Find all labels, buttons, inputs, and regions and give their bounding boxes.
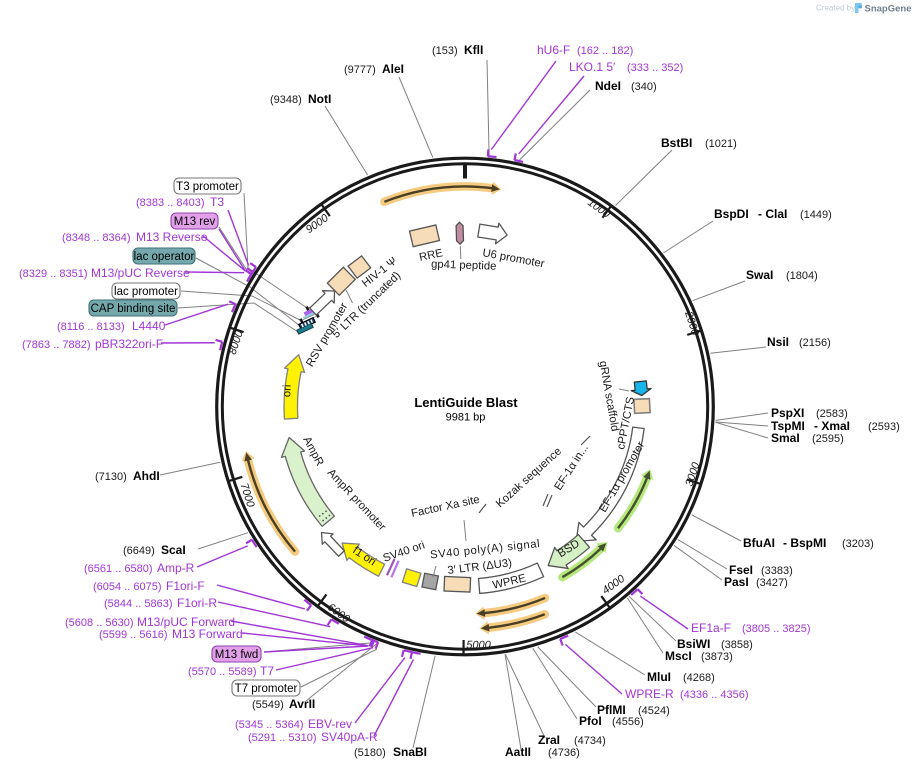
svg-text:(1804): (1804) bbox=[786, 270, 818, 282]
svg-text:(4734): (4734) bbox=[574, 735, 606, 747]
svg-text:L4440: L4440 bbox=[132, 319, 166, 333]
svg-text:M13 Forward: M13 Forward bbox=[172, 627, 243, 641]
svg-text:9981 bp: 9981 bp bbox=[446, 412, 486, 424]
svg-text:- BspMI: - BspMI bbox=[783, 536, 826, 550]
svg-text:(8329 .. 8351): (8329 .. 8351) bbox=[19, 268, 88, 280]
svg-text:(1449): (1449) bbox=[800, 209, 832, 221]
svg-text:AatII: AatII bbox=[505, 745, 531, 759]
svg-text:(1021): (1021) bbox=[705, 138, 737, 150]
svg-text:(5608 .. 5630): (5608 .. 5630) bbox=[65, 617, 134, 629]
svg-text:M13 Reverse: M13 Reverse bbox=[136, 230, 208, 244]
svg-text:AleI: AleI bbox=[382, 62, 404, 76]
svg-text:(5844 .. 5863): (5844 .. 5863) bbox=[104, 598, 173, 610]
svg-text:(2593): (2593) bbox=[868, 421, 900, 433]
svg-text:(3873): (3873) bbox=[701, 651, 733, 663]
svg-text:(9777): (9777) bbox=[344, 64, 376, 76]
svg-text:SnapGene: SnapGene bbox=[865, 4, 912, 15]
svg-text:F1ori-F: F1ori-F bbox=[166, 579, 205, 593]
svg-text:5000: 5000 bbox=[466, 639, 491, 651]
svg-text:BstBI: BstBI bbox=[661, 136, 692, 150]
svg-text:(8383 .. 8403): (8383 .. 8403) bbox=[136, 197, 205, 209]
svg-text:MluI: MluI bbox=[647, 670, 671, 684]
svg-text:(6561 .. 6580): (6561 .. 6580) bbox=[84, 563, 153, 575]
svg-text:NotI: NotI bbox=[308, 92, 331, 106]
svg-text:pBR322ori-F: pBR322ori-F bbox=[95, 337, 163, 351]
svg-text:M13/pUC Forward: M13/pUC Forward bbox=[137, 615, 235, 629]
svg-text:(5180): (5180) bbox=[354, 747, 386, 759]
svg-text:(153): (153) bbox=[432, 45, 458, 57]
svg-text:M13 rev: M13 rev bbox=[174, 216, 216, 228]
svg-text:MscI: MscI bbox=[665, 649, 692, 663]
svg-text:ori: ori bbox=[281, 384, 293, 397]
svg-text:hU6-F: hU6-F bbox=[537, 43, 570, 57]
svg-text:- XmaI: - XmaI bbox=[814, 419, 850, 433]
svg-text:(5345 .. 5364): (5345 .. 5364) bbox=[235, 719, 304, 731]
svg-text:(5549): (5549) bbox=[252, 699, 284, 711]
svg-text:WPRE-R: WPRE-R bbox=[625, 687, 674, 701]
svg-text:EBV-rev: EBV-rev bbox=[308, 717, 352, 731]
svg-text:(340): (340) bbox=[631, 81, 657, 93]
svg-text:SnaBI: SnaBI bbox=[393, 745, 427, 759]
svg-text:EF1a-F: EF1a-F bbox=[691, 621, 731, 635]
svg-text:AhdI: AhdI bbox=[133, 469, 160, 483]
svg-text:PasI: PasI bbox=[724, 575, 749, 589]
svg-text:(3805 .. 3825): (3805 .. 3825) bbox=[742, 623, 811, 635]
svg-text:BfuAI: BfuAI bbox=[743, 536, 775, 550]
svg-text:PspXI: PspXI bbox=[771, 406, 804, 420]
svg-text:(7130): (7130) bbox=[95, 471, 127, 483]
svg-text:(4556): (4556) bbox=[612, 716, 644, 728]
svg-text:LKO.1 5′: LKO.1 5′ bbox=[569, 60, 616, 74]
svg-text:Created by: Created by bbox=[816, 4, 855, 13]
svg-text:(3427): (3427) bbox=[756, 577, 788, 589]
svg-text:(9348): (9348) bbox=[270, 94, 302, 106]
svg-text:AvrII: AvrII bbox=[289, 697, 315, 711]
svg-text:T3: T3 bbox=[210, 195, 224, 209]
svg-text:- ClaI: - ClaI bbox=[758, 207, 787, 221]
svg-text:SV40pA-R: SV40pA-R bbox=[321, 730, 378, 744]
svg-text:(333 .. 352): (333 .. 352) bbox=[627, 62, 683, 74]
svg-text:lac operator: lac operator bbox=[134, 251, 195, 263]
svg-text:ZraI: ZraI bbox=[538, 733, 560, 747]
svg-text:NsiI: NsiI bbox=[767, 335, 789, 349]
svg-text:T7 promoter: T7 promoter bbox=[235, 683, 298, 695]
svg-text:(8116 .. 8133): (8116 .. 8133) bbox=[57, 321, 125, 333]
svg-text:(7863 .. 7882): (7863 .. 7882) bbox=[22, 339, 91, 351]
svg-text:lac promoter: lac promoter bbox=[114, 286, 178, 298]
svg-text:(5291 .. 5310): (5291 .. 5310) bbox=[248, 732, 317, 744]
svg-text:(5599 .. 5616): (5599 .. 5616) bbox=[99, 629, 168, 641]
svg-text:NdeI: NdeI bbox=[595, 79, 621, 93]
svg-text:T3 promoter: T3 promoter bbox=[176, 181, 239, 193]
svg-text:LentiGuide Blast: LentiGuide Blast bbox=[414, 395, 518, 410]
svg-text:(3203): (3203) bbox=[842, 538, 874, 550]
svg-text:CAP binding site: CAP binding site bbox=[91, 303, 176, 315]
svg-text:T7: T7 bbox=[260, 664, 274, 678]
svg-text:(4736): (4736) bbox=[548, 747, 580, 759]
svg-text:(3383): (3383) bbox=[761, 565, 793, 577]
svg-text:BspDI: BspDI bbox=[714, 207, 749, 221]
svg-text:(4336 .. 4356): (4336 .. 4356) bbox=[680, 689, 749, 701]
svg-text:Amp-R: Amp-R bbox=[157, 561, 195, 575]
svg-text:(162 .. 182): (162 .. 182) bbox=[577, 45, 633, 57]
svg-text:(2595): (2595) bbox=[812, 433, 844, 445]
svg-text:M13/pUC Reverse: M13/pUC Reverse bbox=[91, 266, 190, 280]
svg-text:(3858): (3858) bbox=[721, 639, 753, 651]
svg-text:gp41 peptide: gp41 peptide bbox=[431, 259, 497, 273]
svg-text:SmaI: SmaI bbox=[771, 431, 800, 445]
svg-text:(2156): (2156) bbox=[799, 337, 831, 349]
svg-text:(6054 .. 6075): (6054 .. 6075) bbox=[93, 581, 162, 593]
svg-text:(6649): (6649) bbox=[123, 545, 155, 557]
svg-text:ScaI: ScaI bbox=[161, 543, 186, 557]
svg-text:PfoI: PfoI bbox=[579, 714, 602, 728]
svg-text:KflI: KflI bbox=[464, 43, 483, 57]
svg-text:(4268): (4268) bbox=[683, 672, 715, 684]
svg-text:(5570 .. 5589): (5570 .. 5589) bbox=[188, 666, 257, 678]
svg-text:F1ori-R: F1ori-R bbox=[177, 596, 217, 610]
svg-text:(8348 .. 8364): (8348 .. 8364) bbox=[62, 232, 131, 244]
svg-text:SwaI: SwaI bbox=[746, 268, 773, 282]
svg-text:M13 fwd: M13 fwd bbox=[215, 649, 258, 661]
